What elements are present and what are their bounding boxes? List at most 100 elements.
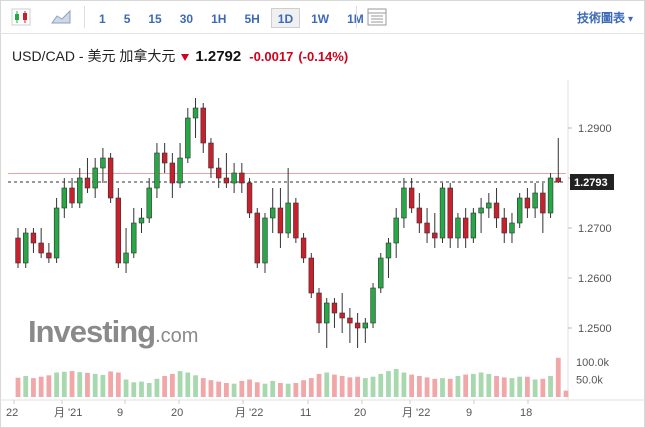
candle-body xyxy=(516,197,523,224)
toolbar-divider xyxy=(84,6,85,28)
volume-bar xyxy=(486,373,492,397)
volume-bar xyxy=(200,378,206,397)
timeframe-5[interactable]: 5 xyxy=(123,12,131,26)
toolbar-divider xyxy=(356,6,357,28)
volume-bar xyxy=(432,378,438,397)
volume-bar xyxy=(424,377,430,397)
candle-body xyxy=(285,202,291,234)
volume-bar xyxy=(169,373,175,397)
volume-bar xyxy=(463,374,469,397)
candle-body xyxy=(354,322,361,329)
candle-body xyxy=(308,257,314,294)
x-tick-label: 18 xyxy=(520,407,532,419)
volume-bar xyxy=(370,376,376,397)
volume-tick-label: 50.0k xyxy=(576,375,603,387)
table-view-icon[interactable] xyxy=(366,7,388,27)
candle-body xyxy=(424,222,430,234)
chart-toolbar: 1515301H5H1D1W1M 技術圖表▾ xyxy=(0,0,645,34)
candle-body xyxy=(416,207,423,224)
volume-bar xyxy=(254,382,260,397)
timeframe-1m[interactable]: 1M xyxy=(340,8,371,28)
x-tick-label: 9 xyxy=(117,407,123,419)
volume-bar xyxy=(386,371,391,397)
volume-bar xyxy=(193,375,198,397)
candle-body xyxy=(154,152,160,189)
volume-bar xyxy=(69,371,75,397)
volume-bar xyxy=(15,377,21,397)
candle-body xyxy=(447,187,453,239)
candle-body xyxy=(540,192,546,214)
timeframe-15[interactable]: 15 xyxy=(148,12,162,26)
candlestick-icon[interactable] xyxy=(10,7,32,27)
timeframe-30[interactable]: 30 xyxy=(179,12,194,26)
candle-body xyxy=(169,162,176,184)
timeframe-1[interactable]: 1 xyxy=(99,12,106,26)
candle-body xyxy=(331,302,338,314)
x-tick-label: 20 xyxy=(354,407,366,419)
volume-bar xyxy=(262,383,268,397)
quote-header: USD/CAD - 美元 加拿大元 1.2792 -0.0017 (-0.14%… xyxy=(12,46,348,66)
candle-body xyxy=(92,167,98,189)
area-chart-icon[interactable] xyxy=(50,7,72,27)
timeframe-1h[interactable]: 1H xyxy=(211,12,227,26)
timeframe-1d[interactable]: 1D xyxy=(270,8,301,28)
volume-bar xyxy=(393,369,399,397)
current-price-label: 1.2793 xyxy=(574,177,608,189)
candle-body xyxy=(246,182,253,214)
volume-bar xyxy=(355,376,360,397)
volume-bar xyxy=(185,372,191,397)
volume-bar xyxy=(532,379,538,397)
candle-body xyxy=(339,312,345,319)
candle-body xyxy=(262,217,268,264)
price-chart[interactable]: 1.29001.28001.27001.26001.25001.2793100.… xyxy=(0,80,645,428)
candle-body xyxy=(100,157,106,169)
timeframe-1w[interactable]: 1W xyxy=(311,12,330,26)
candle-body xyxy=(532,192,538,209)
timeframe-5h[interactable]: 5H xyxy=(244,12,260,26)
price-change: -0.0017 xyxy=(249,48,294,64)
candle-body xyxy=(547,177,554,214)
x-tick-label: 月 '21 xyxy=(54,407,82,419)
volume-tick-label: 100.0k xyxy=(576,357,610,369)
candle-body xyxy=(138,217,145,224)
candle-body xyxy=(123,252,129,264)
candle-body xyxy=(293,202,299,239)
volume-bar xyxy=(31,378,36,397)
x-tick-label: 9 xyxy=(466,407,472,419)
volume-bar xyxy=(139,381,144,397)
candle-body xyxy=(509,222,515,234)
volume-bar xyxy=(517,376,523,397)
candle-body xyxy=(231,172,237,184)
candle-body xyxy=(254,212,260,264)
technical-chart-label: 技術圖表 xyxy=(576,11,625,25)
volume-bar xyxy=(247,379,252,397)
volume-bar xyxy=(316,373,322,397)
x-tick-label: 月 '22 xyxy=(235,407,263,419)
volume-bar xyxy=(61,371,67,397)
candle-body xyxy=(455,217,461,239)
candle-body xyxy=(69,187,75,204)
candle-body xyxy=(362,322,369,329)
candle-body xyxy=(107,157,114,199)
y-tick-label: 1.2900 xyxy=(578,123,612,135)
volume-bar xyxy=(108,371,114,397)
chevron-down-icon: ▾ xyxy=(627,14,633,25)
candle-body xyxy=(200,107,206,144)
candle-body xyxy=(401,187,407,219)
candle-body xyxy=(555,177,561,183)
volume-bar xyxy=(324,372,330,397)
arrow-down-icon xyxy=(181,53,190,61)
candle-body xyxy=(524,197,531,209)
volume-bar xyxy=(339,376,345,397)
volume-bar xyxy=(455,376,461,397)
volume-bar xyxy=(77,372,83,397)
candle-body xyxy=(215,167,222,179)
technical-chart-link[interactable]: 技術圖表 ▾ xyxy=(577,9,633,26)
investing-logo: Investing.com xyxy=(28,314,198,350)
volume-bar xyxy=(440,378,445,397)
y-tick-label: 1.2700 xyxy=(578,223,612,235)
candle-body xyxy=(30,232,37,244)
volume-bar xyxy=(470,373,476,397)
candle-body xyxy=(470,212,477,239)
candle-body xyxy=(146,187,152,219)
